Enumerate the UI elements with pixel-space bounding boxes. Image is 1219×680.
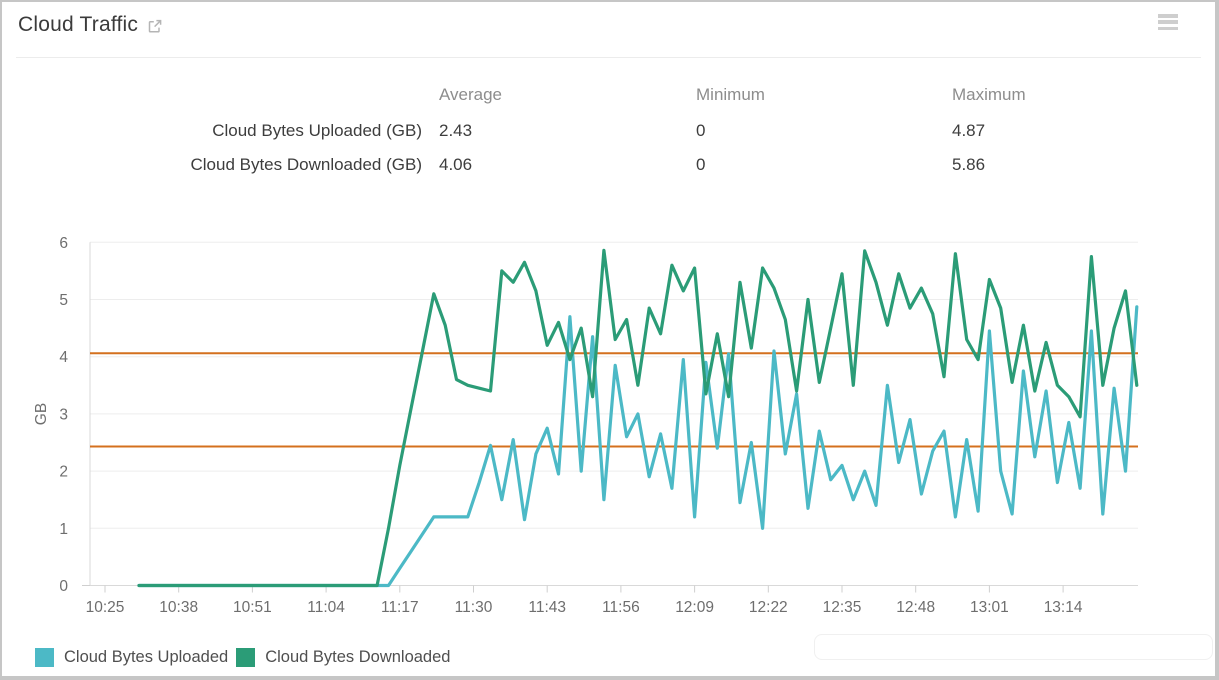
- legend-label-downloaded: Cloud Bytes Downloaded: [265, 648, 451, 666]
- external-link-icon[interactable]: [147, 18, 163, 34]
- uploaded-swatch-icon: [35, 648, 54, 667]
- y-tick-label: 4: [59, 349, 68, 366]
- stats-col-minimum: Minimum: [696, 85, 765, 104]
- stats-row-label-downloaded: Cloud Bytes Downloaded (GB): [190, 155, 422, 174]
- y-tick-label: 5: [59, 292, 68, 309]
- stats-col-maximum: Maximum: [952, 85, 1026, 104]
- y-tick-label: 6: [59, 235, 68, 252]
- series-cloud-bytes-downloaded[interactable]: [137, 248, 1139, 588]
- y-tick-label: 3: [59, 406, 68, 423]
- y-tick-label: 1: [59, 521, 68, 538]
- stats-col-average: Average: [439, 85, 503, 104]
- y-tick-label: 2: [59, 464, 68, 481]
- x-tick-label: 11:43: [528, 599, 566, 616]
- stats-uploaded-maximum: 4.87: [952, 121, 986, 140]
- y-tick-label: 0: [59, 578, 68, 595]
- chart-legend: Cloud Bytes Uploaded Cloud Bytes Downloa…: [35, 648, 458, 667]
- x-tick-label: 13:14: [1044, 599, 1083, 616]
- x-tick-label: 10:38: [159, 599, 198, 616]
- traffic-line-chart[interactable]: 0 1 2 3 4 5 6 GB 10:25 10:38 10:51 11:04 11:17 11:30 1…: [2, 227, 1219, 645]
- y-axis-label: GB: [33, 403, 50, 425]
- stats-downloaded-average: 4.06: [439, 155, 473, 174]
- x-tick-label: 12:48: [896, 599, 935, 616]
- x-tick-label: 11:04: [307, 599, 345, 616]
- x-tick-label: 10:25: [86, 599, 125, 616]
- x-tick-label: 11:17: [381, 599, 419, 616]
- page-title: Cloud Traffic: [18, 13, 139, 36]
- stats-row-label-uploaded: Cloud Bytes Uploaded (GB): [212, 121, 422, 140]
- panel-header: Cloud Traffic: [2, 2, 1215, 58]
- x-tick-label: 10:51: [233, 599, 272, 616]
- stats-downloaded-minimum: 0: [696, 155, 706, 174]
- legend-item-uploaded[interactable]: Cloud Bytes Uploaded: [35, 648, 236, 667]
- x-tick-label: 11:30: [455, 599, 493, 616]
- menu-icon[interactable]: [1158, 14, 1178, 31]
- legend-item-downloaded[interactable]: Cloud Bytes Downloaded: [236, 648, 458, 667]
- stats-downloaded-maximum: 5.86: [952, 155, 986, 174]
- x-tick-label: 12:22: [749, 599, 788, 616]
- x-tick-label: 11:56: [602, 599, 640, 616]
- x-tick-label: 12:35: [823, 599, 862, 616]
- corner-overlay: [814, 634, 1213, 660]
- x-tick-label: 13:01: [970, 599, 1009, 616]
- header-divider: [16, 57, 1201, 58]
- legend-label-uploaded: Cloud Bytes Uploaded: [64, 648, 229, 666]
- downloaded-swatch-icon: [236, 648, 256, 667]
- stats-uploaded-average: 2.43: [439, 121, 473, 140]
- stats-uploaded-minimum: 0: [696, 121, 706, 140]
- x-tick-label: 12:09: [675, 599, 714, 616]
